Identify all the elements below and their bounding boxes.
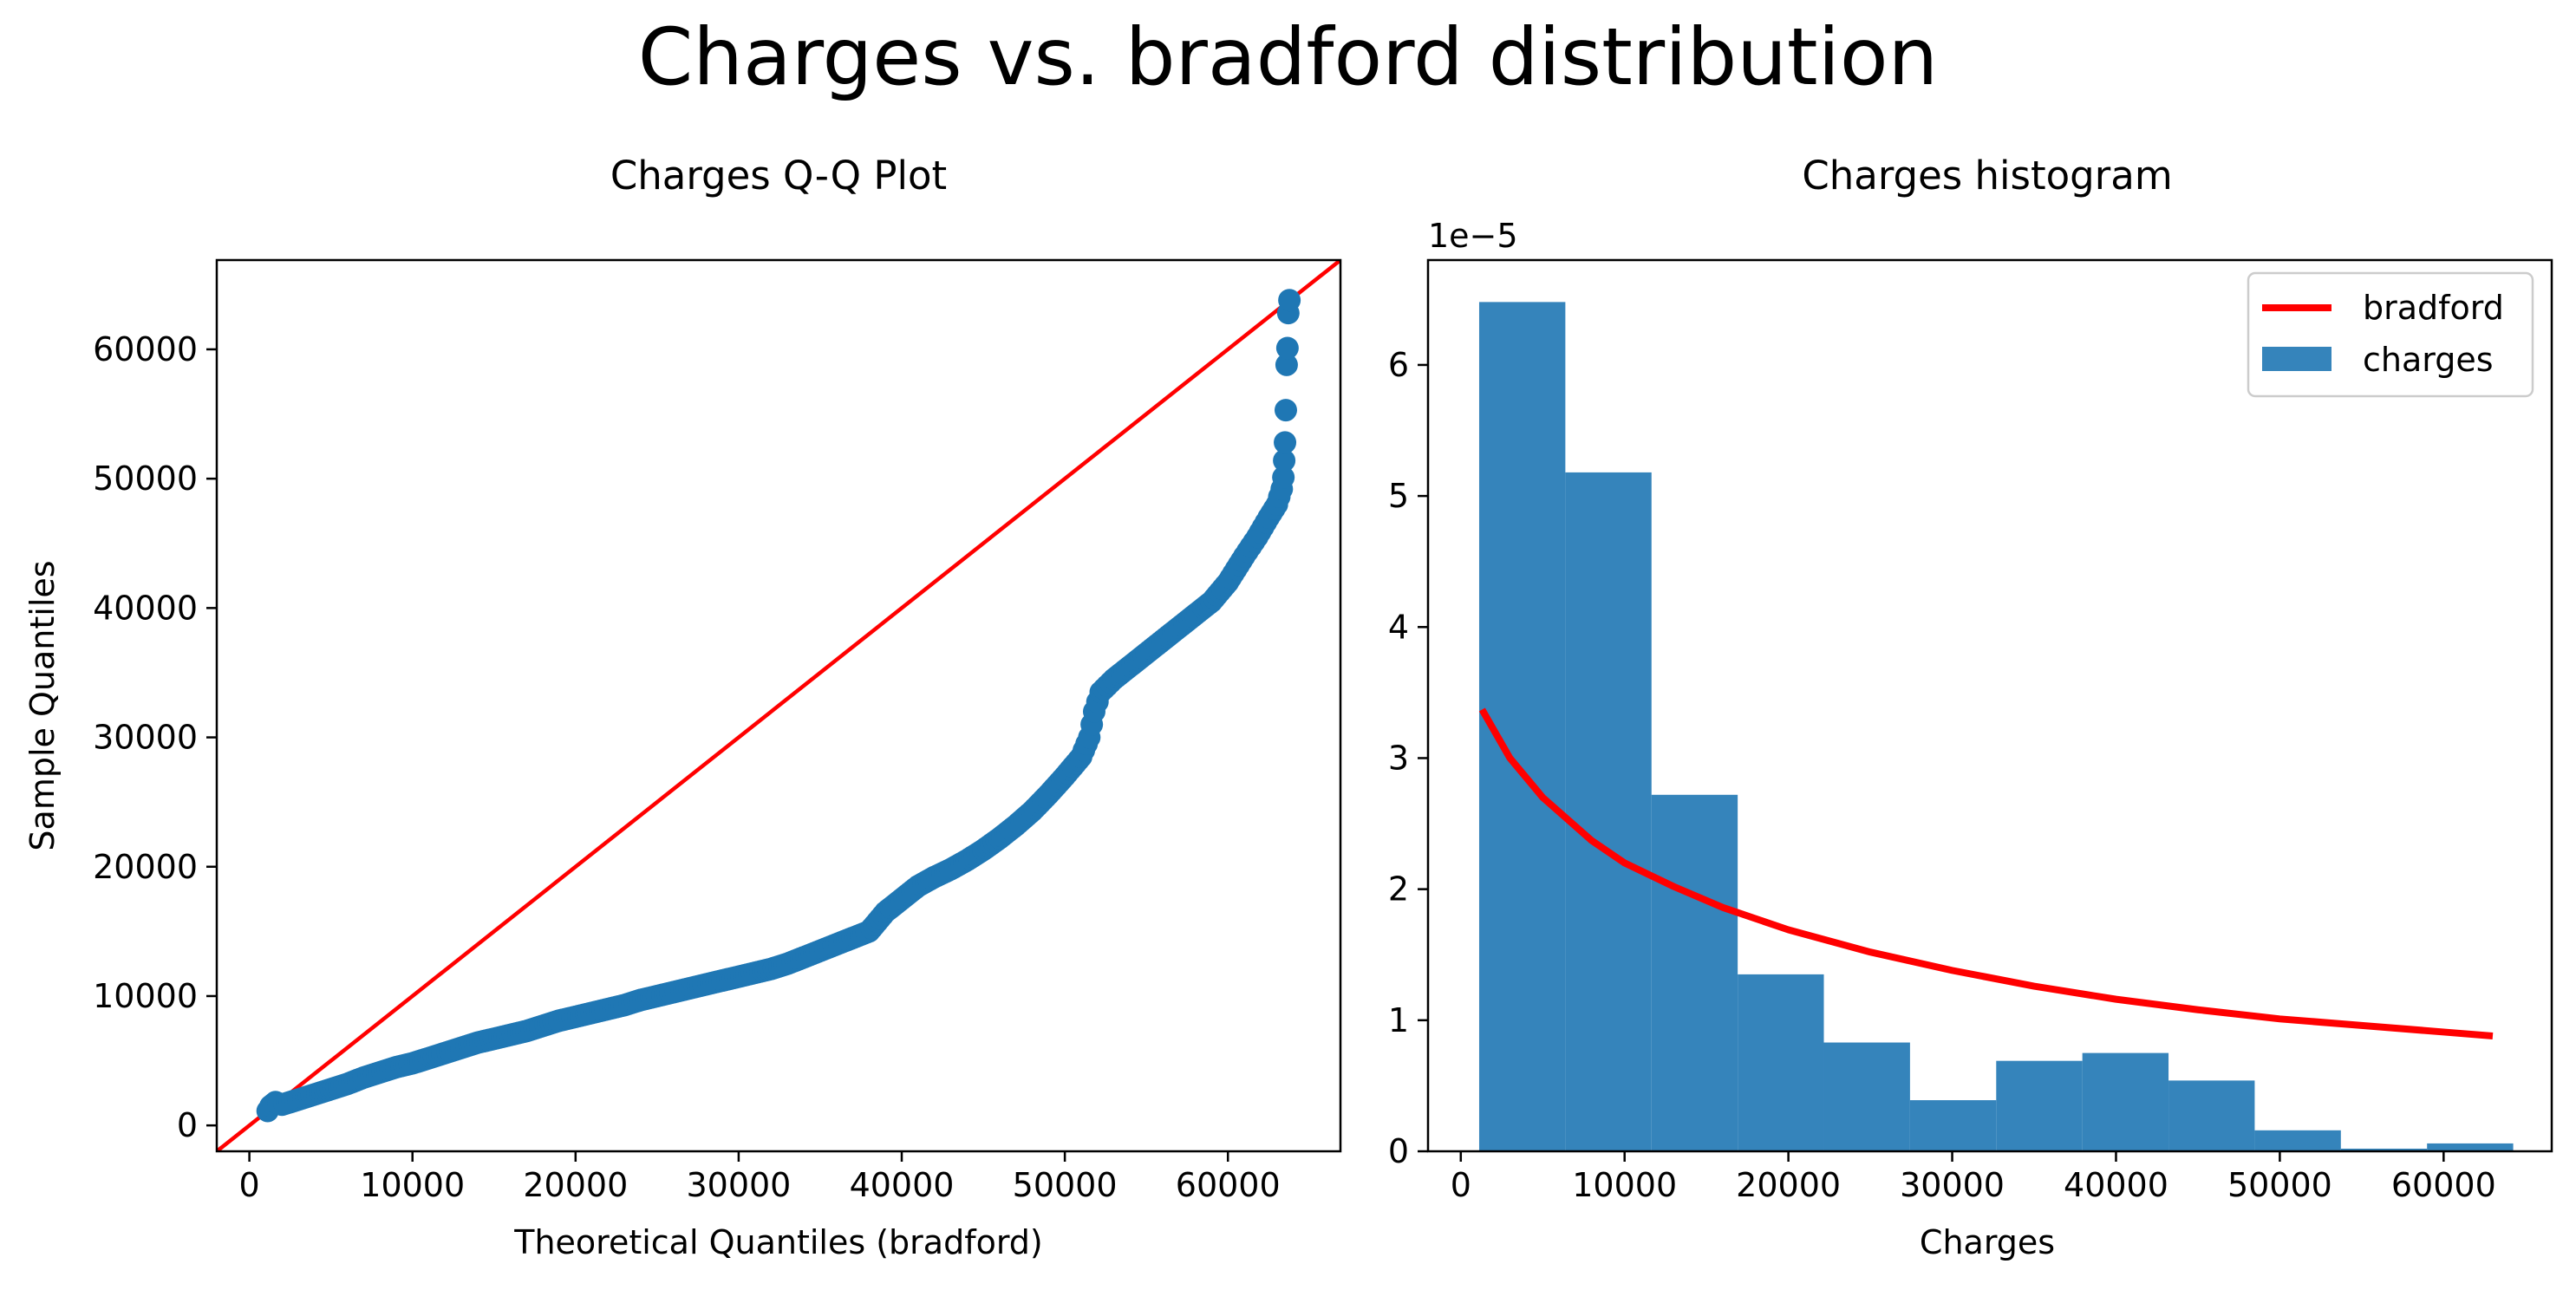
- qq-point: [1275, 353, 1298, 376]
- histogram-bar: [1823, 1042, 1910, 1151]
- histogram-bar: [1738, 974, 1824, 1151]
- qq-point: [1275, 336, 1299, 360]
- qq-x-tick-label: 20000: [523, 1166, 628, 1204]
- histogram-bar: [1909, 1100, 1997, 1151]
- qq-x-tick-label: 50000: [1013, 1166, 1118, 1204]
- qq-y-tick-label: 0: [177, 1106, 198, 1144]
- histogram-y-axis: 0 1 2 3 4 5 6: [1388, 346, 1428, 1170]
- histogram-y-tick-label: 3: [1388, 739, 1409, 777]
- histogram-bar: [2168, 1080, 2255, 1151]
- histogram-x-tick-label: 40000: [2064, 1166, 2168, 1204]
- histogram-x-tick-label: 10000: [1572, 1166, 1677, 1204]
- qq-point: [1274, 431, 1297, 454]
- figure-title: Charges vs. bradford distribution: [637, 12, 1939, 103]
- histogram-x-tick-label: 0: [1451, 1166, 1471, 1204]
- histogram-bar: [1996, 1060, 2083, 1151]
- qq-y-tick-label: 60000: [93, 330, 198, 368]
- legend-swatch-charges: [2262, 347, 2331, 371]
- histogram-bar: [2340, 1148, 2428, 1151]
- histogram-bar: [2254, 1130, 2341, 1151]
- histogram-x-tick-label: 20000: [1736, 1166, 1841, 1204]
- histogram-panel: Charges histogram 0 10000 20000 30000 40000 5…: [1388, 153, 2553, 1261]
- histogram-frame: [1426, 258, 2553, 1153]
- histogram-y-tick-label: 1: [1388, 1001, 1409, 1039]
- histogram-y-tick-label: 0: [1388, 1132, 1409, 1170]
- qq-y-tick-label: 50000: [93, 459, 198, 498]
- qq-x-tick-label: 0: [239, 1166, 260, 1204]
- histogram-y-tick-label: 5: [1388, 477, 1409, 515]
- qq-point: [1278, 289, 1301, 312]
- qq-y-tick-label: 20000: [93, 848, 198, 886]
- qq-points: [256, 289, 1301, 1123]
- qq-x-tick-label: 30000: [686, 1166, 791, 1204]
- histogram-bar: [2427, 1143, 2514, 1151]
- histogram-x-tick-label: 30000: [1900, 1166, 2005, 1204]
- histogram-y-tick-label: 4: [1388, 608, 1409, 646]
- histogram-x-axis-label: Charges: [1920, 1223, 2055, 1261]
- histogram-x-tick-label: 50000: [2227, 1166, 2332, 1204]
- qq-point: [1274, 399, 1297, 422]
- qq-plot-frame: [215, 258, 1342, 1153]
- qq-plot-panel: Charges Q-Q Plot 0 10000 20000 30000 40000 50…: [23, 153, 1342, 1261]
- qq-y-tick-label: 40000: [93, 589, 198, 627]
- histogram-x-tick-label: 60000: [2391, 1166, 2496, 1204]
- qq-x-axis-label: Theoretical Quantiles (bradford): [513, 1223, 1043, 1261]
- histogram-y-scale-label: 1e−5: [1428, 217, 1518, 255]
- qq-y-axis-label: Sample Quantiles: [23, 560, 62, 850]
- qq-y-axis: 0 10000 20000 30000 40000 50000 60000: [93, 330, 217, 1144]
- histogram-y-tick-label: 6: [1388, 346, 1409, 384]
- legend-label-charges: charges: [2363, 341, 2494, 379]
- histogram-bar: [2082, 1052, 2169, 1151]
- legend-label-bradford: bradford: [2363, 289, 2504, 327]
- histogram-bar: [1565, 472, 1652, 1151]
- qq-y-tick-label: 30000: [93, 719, 198, 757]
- histogram-legend: bradford charges: [2247, 271, 2534, 398]
- histogram-x-axis: 0 10000 20000 30000 40000 50000 60000: [1451, 1151, 2496, 1204]
- qq-x-tick-label: 60000: [1176, 1166, 1281, 1204]
- qq-point: [1273, 449, 1296, 472]
- qq-reference-line: [217, 260, 1340, 1151]
- qq-x-tick-label: 40000: [850, 1166, 955, 1204]
- bradford-pdf-curve: [1478, 707, 2494, 1039]
- qq-x-axis: 0 10000 20000 30000 40000 50000 60000: [239, 1151, 1281, 1204]
- qq-point: [1272, 466, 1295, 489]
- qq-y-tick-label: 10000: [93, 977, 198, 1015]
- qq-x-tick-label: 10000: [360, 1166, 465, 1204]
- qq-plot-title: Charges Q-Q Plot: [610, 153, 947, 199]
- histogram-title: Charges histogram: [1802, 153, 2172, 199]
- histogram-bar: [1651, 794, 1738, 1151]
- histogram-y-tick-label: 2: [1388, 870, 1409, 909]
